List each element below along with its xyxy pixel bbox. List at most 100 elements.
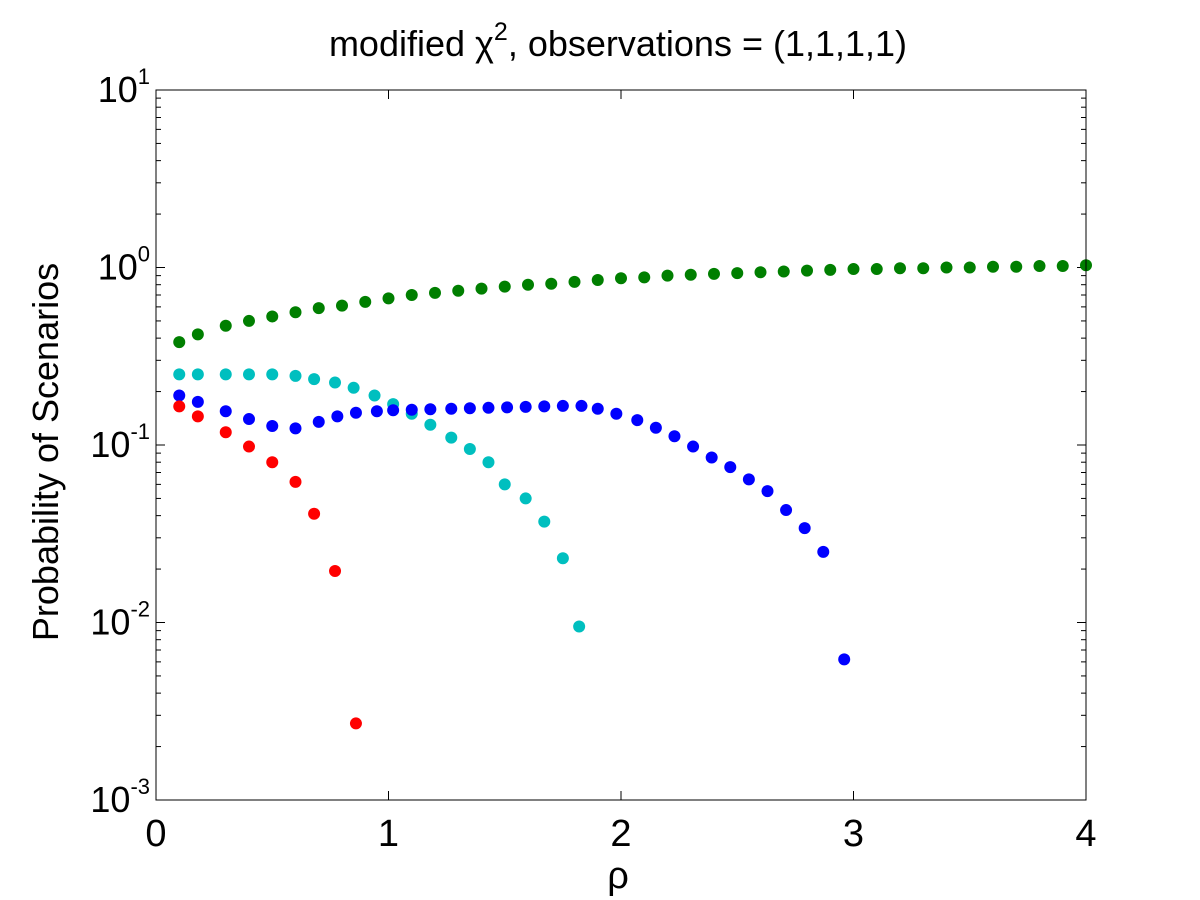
data-point <box>382 292 395 305</box>
data-point <box>191 328 204 341</box>
data-point <box>266 368 279 381</box>
y-tick-label: 10-1 <box>90 419 150 465</box>
data-point <box>219 319 232 332</box>
data-point <box>798 522 811 535</box>
data-point <box>475 282 488 295</box>
data-point <box>173 336 186 349</box>
x-tick-label: 1 <box>378 813 399 855</box>
data-point <box>191 410 204 423</box>
y-tick-label: 101 <box>98 64 150 110</box>
data-point <box>1056 259 1069 272</box>
data-point <box>308 373 321 386</box>
data-point <box>575 399 588 412</box>
data-point <box>308 507 321 520</box>
data-point <box>445 402 458 415</box>
data-point <box>708 267 720 280</box>
chart-title: modified χ2, observations = (1,1,1,1) <box>329 18 907 64</box>
data-point <box>219 368 232 381</box>
y-tick-label: 10-2 <box>90 597 150 643</box>
data-point <box>817 545 830 558</box>
data-point <box>591 402 604 415</box>
plot-area <box>156 90 1086 800</box>
data-point <box>987 260 999 273</box>
data-point <box>429 286 441 299</box>
data-point <box>638 271 651 284</box>
data-point <box>894 262 906 275</box>
tick-labels: 0 1 2 3 4 10-3 10-2 10-1 100 101 <box>90 64 1096 855</box>
data-point <box>482 401 495 414</box>
data-point <box>519 400 532 413</box>
data-point <box>424 418 437 431</box>
data-point <box>522 278 534 291</box>
data-point <box>568 275 581 288</box>
data-point <box>780 504 793 517</box>
data-point <box>329 565 342 578</box>
plot-frame <box>155 89 1087 801</box>
data-point <box>870 263 883 276</box>
data-point <box>917 262 930 275</box>
data-point <box>463 442 476 455</box>
data-point <box>498 478 511 491</box>
data-point <box>538 515 551 528</box>
data-point <box>668 430 681 443</box>
data-point <box>243 440 255 453</box>
data-point <box>347 381 360 394</box>
data-point <box>463 402 476 415</box>
series-0 <box>173 259 1092 349</box>
data-point <box>754 266 767 279</box>
data-point <box>349 406 362 419</box>
data-point <box>705 451 718 464</box>
data-point <box>1033 259 1046 272</box>
data-point <box>173 389 186 402</box>
data-point <box>336 299 348 312</box>
data-point <box>331 410 344 423</box>
x-axis-label: ρ <box>607 855 629 897</box>
x-tick-label: 2 <box>610 813 631 855</box>
data-point <box>591 274 604 287</box>
data-point <box>405 288 418 301</box>
data-point <box>266 456 279 469</box>
data-point <box>824 263 837 276</box>
x-tick-label: 3 <box>843 813 864 855</box>
data-point <box>610 407 623 420</box>
data-point <box>501 401 514 414</box>
data-point <box>243 413 255 426</box>
data-point <box>266 419 279 432</box>
series-3 <box>173 400 362 730</box>
data-point <box>424 403 437 416</box>
data-point <box>538 400 551 413</box>
data-point <box>661 269 674 282</box>
data-point <box>452 284 465 297</box>
data-point <box>545 277 558 290</box>
data-point <box>405 403 418 416</box>
data-point <box>312 415 325 428</box>
data-point <box>940 261 953 274</box>
y-tick-label: 100 <box>98 242 150 288</box>
data-point <box>289 306 302 319</box>
y-axis-label: Probability of Scenarios <box>25 263 66 641</box>
data-point <box>370 405 383 418</box>
data-point <box>777 265 790 278</box>
data-point <box>191 395 204 408</box>
data-point <box>731 267 744 280</box>
data-point <box>724 461 737 474</box>
data-point <box>243 368 255 381</box>
data-point <box>312 302 325 315</box>
data-point <box>519 492 532 505</box>
chart-title-main: modified χ <box>329 23 494 64</box>
data-point <box>482 456 495 469</box>
data-point <box>847 263 860 276</box>
y-tick-label: 10-3 <box>90 774 150 820</box>
data-point <box>219 426 232 439</box>
data-point <box>387 404 400 417</box>
data-point <box>684 268 697 281</box>
series-2 <box>173 389 851 666</box>
data-point <box>289 422 302 435</box>
x-tick-label: 0 <box>145 813 166 855</box>
data-point <box>498 280 511 293</box>
data-point <box>349 717 362 730</box>
chart-title-rest: , observations = (1,1,1,1) <box>508 23 907 64</box>
chart-title-superscript: 2 <box>494 18 508 46</box>
data-point <box>1010 260 1023 273</box>
